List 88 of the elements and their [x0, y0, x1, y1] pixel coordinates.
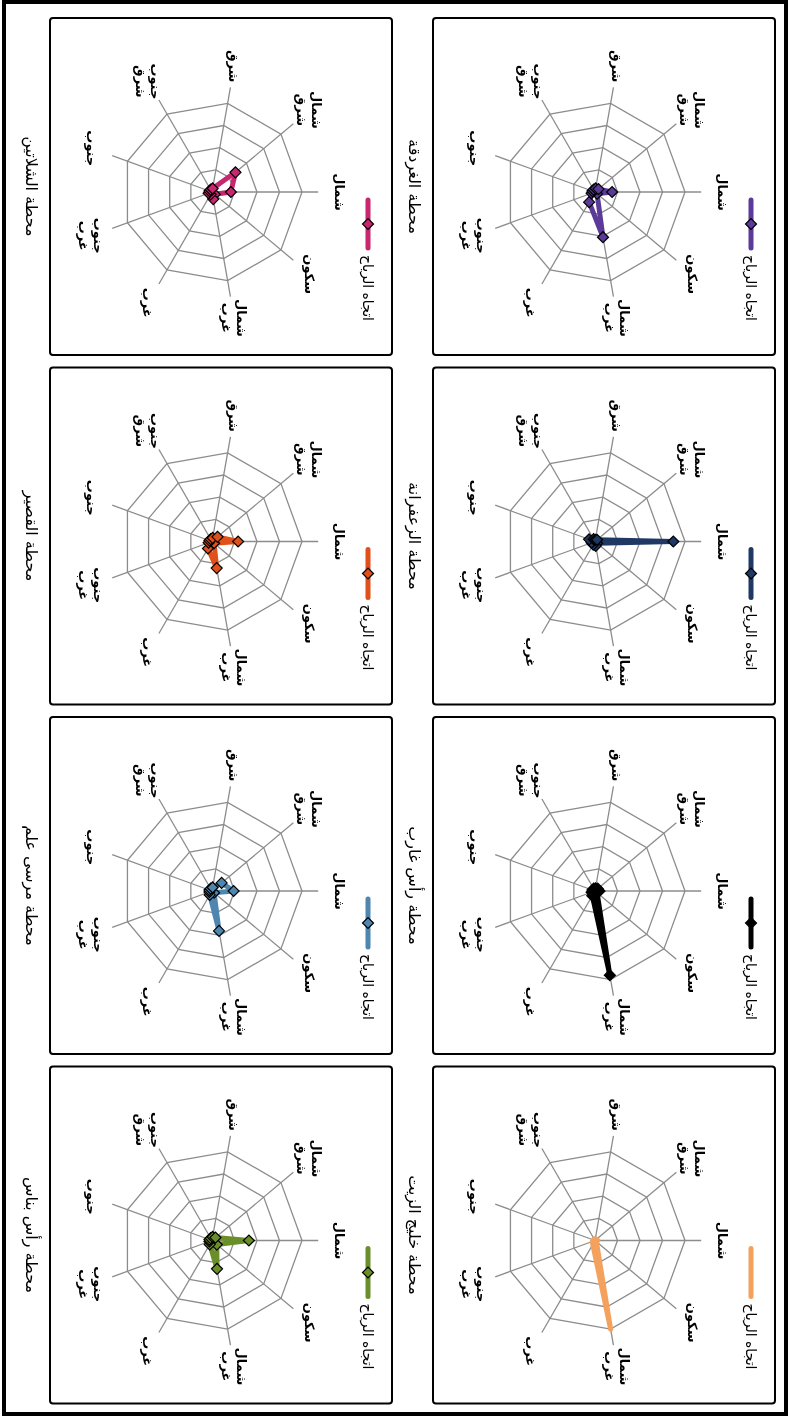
spoke-label: سكون: [684, 254, 700, 294]
spoke-label: جنوب شرق: [515, 1111, 546, 1148]
spoke-label: سكون: [684, 1302, 700, 1343]
spoke-label: جنوب شرق: [515, 63, 546, 100]
spoke-label: شرق: [226, 748, 242, 782]
spoke-label: شمال شرق: [294, 1139, 325, 1178]
spoke-label: جنوب شرق: [132, 1111, 163, 1148]
legend: اتجاه الرياح: [360, 197, 376, 321]
spoke-label: شمال غرب: [218, 1347, 249, 1386]
text: محطة رأس غارب: [404, 826, 425, 945]
text: محطة الزعفرانة: [404, 482, 424, 590]
spoke-label: جنوب شرق: [515, 762, 546, 799]
spoke-label: جنوب: [83, 829, 99, 866]
legend: اتجاه الرياح: [743, 547, 759, 671]
spoke-label: جنوب غرب: [459, 217, 490, 254]
legend: اتجاه الرياح: [360, 1246, 376, 1370]
spoke-label: سكون: [301, 1302, 317, 1343]
spoke-label: جنوب شرق: [132, 63, 163, 100]
spoke-label: جنوب: [466, 1178, 482, 1215]
spoke-label: جنوب: [83, 130, 99, 167]
spoke-label: شمال: [331, 1221, 347, 1260]
text: محطة خليج الزيت: [404, 1175, 424, 1295]
spoke-label: شمال غرب: [218, 648, 249, 687]
spoke-label: جنوب غرب: [76, 1266, 107, 1303]
text: محطة رأس بناس: [21, 1176, 42, 1294]
spoke-label: غرب: [140, 1336, 156, 1367]
spoke-label: جنوب غرب: [459, 1266, 490, 1303]
spoke-label: سكون: [301, 254, 317, 294]
spoke-label: سكون: [301, 603, 317, 644]
spoke-label: شمال شرق: [294, 790, 325, 828]
spoke-label: جنوب: [466, 479, 482, 516]
spoke-label: شمال غرب: [601, 1347, 632, 1386]
spoke-label: شرق: [609, 1098, 625, 1131]
text: محطة القصير: [21, 489, 41, 582]
spoke-label: غرب: [140, 287, 156, 318]
spoke-label: سكون: [684, 603, 700, 644]
spoke-label: غرب: [140, 637, 156, 668]
spoke-label: شمال: [714, 872, 730, 910]
spoke-label: شمال شرق: [677, 91, 708, 129]
spoke-label: شمال غرب: [218, 299, 249, 337]
spoke-label: جنوب غرب: [459, 567, 490, 604]
spoke-label: شمال: [714, 522, 730, 561]
spoke-label: شمال شرق: [677, 790, 708, 828]
spoke-label: جنوب غرب: [76, 217, 107, 254]
spoke-label: غرب: [140, 986, 156, 1017]
spoke-label: جنوب شرق: [132, 762, 163, 799]
spoke-label: سكون: [301, 953, 317, 993]
spoke-label: غرب: [523, 287, 539, 318]
spoke-label: شمال شرق: [294, 91, 325, 129]
legend: اتجاه الرياح: [743, 896, 759, 1020]
spoke-label: جنوب: [83, 1178, 99, 1215]
spoke-label: شمال شرق: [294, 440, 325, 479]
spoke-label: شرق: [609, 748, 625, 782]
spoke-label: سكون: [684, 953, 700, 993]
spoke-label: شرق: [609, 49, 625, 83]
spoke-label: غرب: [523, 1336, 539, 1367]
spoke-label: شمال شرق: [677, 440, 708, 479]
spoke-label: شمال غرب: [218, 998, 249, 1036]
legend: اتجاه الرياح: [360, 547, 376, 671]
spoke-label: غرب: [523, 986, 539, 1017]
spoke-label: جنوب: [466, 130, 482, 167]
legend: اتجاه الرياح: [360, 896, 376, 1020]
spoke-label: جنوب شرق: [515, 412, 546, 449]
spoke-label: جنوب: [83, 479, 99, 516]
spoke-label: جنوب غرب: [76, 916, 107, 953]
spoke-label: جنوب غرب: [459, 916, 490, 953]
legend: اتجاه الرياح: [743, 1246, 759, 1370]
spoke-label: شمال شرق: [677, 1139, 708, 1178]
spoke-label: شمال: [714, 1221, 730, 1260]
spoke-label: غرب: [523, 637, 539, 668]
spoke-label: شرق: [226, 1098, 242, 1131]
spoke-label: جنوب شرق: [132, 412, 163, 449]
spoke-label: جنوب غرب: [76, 567, 107, 604]
spoke-label: شمال غرب: [601, 648, 632, 687]
spoke-label: شمال غرب: [601, 299, 632, 337]
spoke-label: شمال غرب: [601, 998, 632, 1036]
text: محطة الشلاتين: [21, 136, 41, 237]
spoke-label: جنوب: [466, 829, 482, 866]
spoke-label: شرق: [226, 399, 242, 432]
text: محطة الغردقة: [404, 139, 424, 234]
spoke-label: شرق: [609, 399, 625, 432]
text: محطة مرسى علم: [21, 825, 41, 946]
spoke-label: شرق: [226, 49, 242, 83]
spoke-label: شمال: [714, 173, 730, 211]
spoke-label: شمال: [331, 872, 347, 910]
spoke-label: شمال: [331, 522, 347, 561]
spoke-label: شمال: [331, 173, 347, 211]
legend: اتجاه الرياح: [743, 197, 759, 321]
